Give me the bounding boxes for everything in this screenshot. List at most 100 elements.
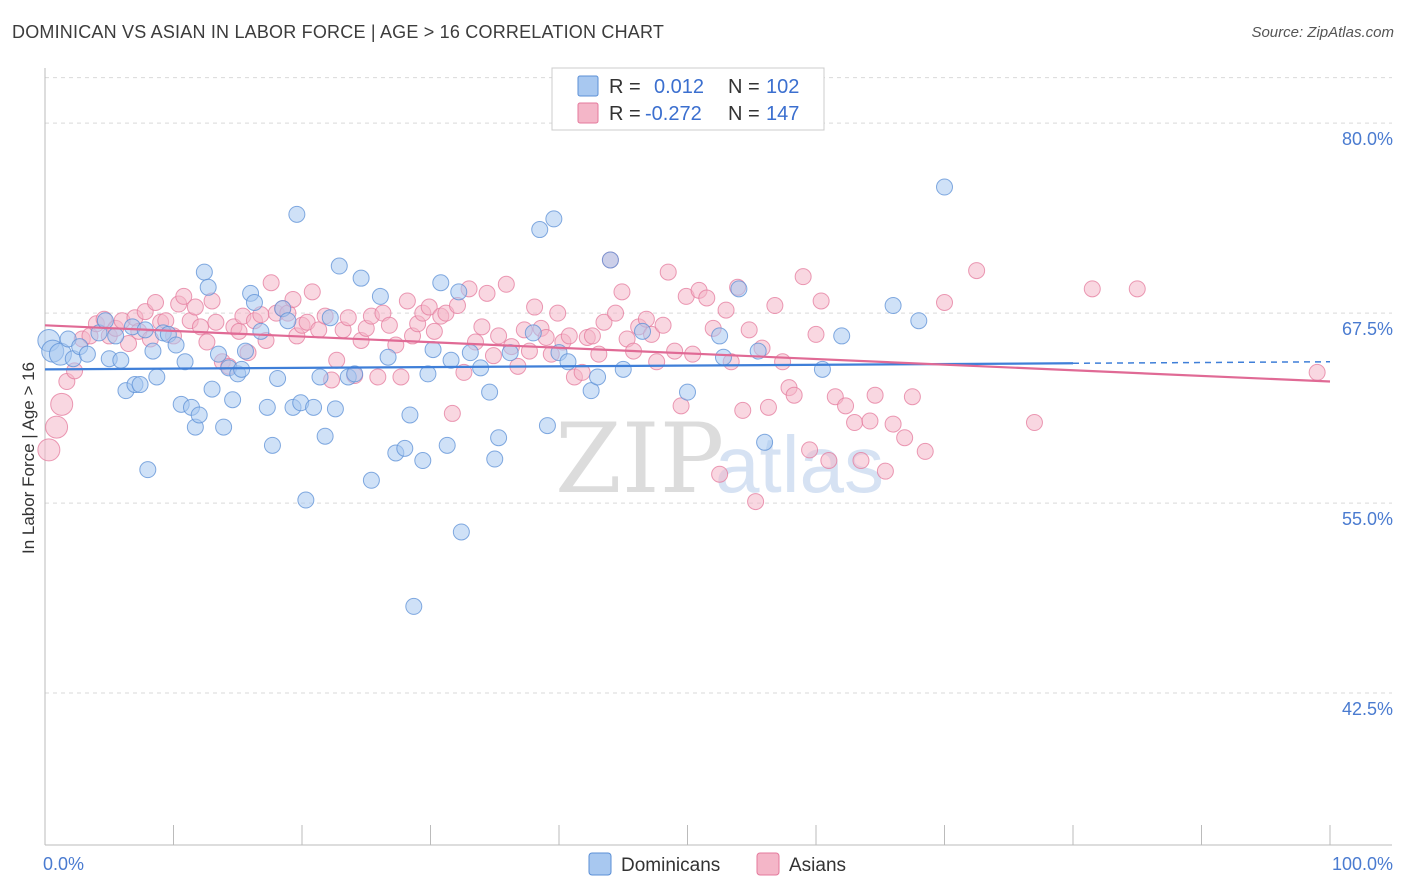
asians-point [698,289,716,307]
asians-point [198,333,216,351]
dominicans-point [730,280,748,298]
dominicans-point [195,263,213,281]
dominicans-point [524,324,542,342]
dominicans-point [78,345,96,363]
y-tick-label: 42.5% [1342,699,1393,719]
dominicans-point [297,491,315,509]
asians-point [473,318,491,336]
dominicans-point [711,327,729,345]
dominicans-point [379,348,397,366]
dominicans-point [269,369,287,387]
dominicans-point [601,251,619,269]
legend: R = 0.012 N = 102 R = -0.272 N = 147 [551,67,825,131]
asians-point [759,398,777,416]
dominicans-point [215,418,233,436]
asians-point [807,325,825,343]
y-tick-labels: 42.5% 55.0% 67.5% 80.0% [1342,129,1393,719]
asians-point [711,465,729,483]
legend-r-value: -0.272 [645,103,702,125]
asians-point [1025,414,1043,432]
chart-title: DOMINICAN VS ASIAN IN LABOR FORCE | AGE … [12,22,665,42]
y-tick-label: 55.0% [1342,509,1393,529]
asians-point [37,438,61,462]
asians-point [837,397,855,415]
dominicans-point [144,342,162,360]
asians-point [846,414,864,432]
asians-point [672,397,690,415]
dominicans-point [199,278,217,296]
asians-point [1083,280,1101,298]
asians-point [747,493,765,511]
asians-point [420,298,438,316]
asians-point [766,297,784,315]
legend-r-label: R = [609,76,641,98]
asians-point [573,363,591,381]
dominicans-point [190,406,208,424]
dominicans-point [279,312,297,330]
dominicans-point [224,391,242,409]
x-tick-label: 0.0% [43,854,84,874]
asians-point [455,363,473,381]
y-tick-label: 67.5% [1342,319,1393,339]
dominicans-point [326,400,344,418]
asians-point [175,287,193,305]
dominicans-point [131,376,149,394]
dominicans-point [139,461,157,479]
dominicans-point [884,297,902,315]
dominicans-point [321,309,339,327]
asians-point [207,313,225,331]
grid [45,77,1392,694]
dominicans-point [316,427,334,445]
asians-point [262,274,280,292]
asians-point [717,301,735,319]
dominicans-point [305,398,323,416]
dominicans-point [614,360,632,378]
dominicans-points [37,178,953,615]
dominicans-point [714,348,732,366]
dominicans-point [545,210,563,228]
dominicans-point [414,452,432,470]
asians-point [526,298,544,316]
dominicans-point [236,342,254,360]
dominicans-point [258,398,276,416]
asians-point [812,292,830,310]
asians-point [794,268,812,286]
dominicans-trend-line [44,362,1074,371]
dominicans-point [424,341,442,359]
asians-point [1128,280,1146,298]
dominicans-point [634,322,652,340]
asians-point [392,368,410,386]
dominicans-point [432,274,450,292]
dominicans-point [176,353,194,371]
asians-point [45,415,69,439]
legend-n-value: 147 [766,103,799,125]
dominicans-point [910,312,928,330]
asians-point [339,309,357,327]
asians-point [666,342,684,360]
dominicans-point [288,205,306,223]
dominicans-point [679,383,696,401]
dominicans-point [749,342,767,360]
asians-point [549,304,567,322]
legend-n-value: 102 [766,76,799,98]
asians-point [443,404,461,422]
dominicans-point [148,368,166,386]
asians-point [654,316,672,334]
dominicans-point [461,344,479,362]
trend-lines [44,324,1331,383]
dominicans-point [833,327,851,345]
legend-r-value: 0.012 [654,76,704,98]
dominicans-point [486,450,504,468]
dominicans-point [438,436,456,454]
asians-point [328,351,346,369]
bottom-legend: Dominicans Asians [588,852,846,876]
dominicans-point [582,382,600,400]
bottom-legend-swatch-dominicans [588,852,612,876]
dominicans-point [490,429,508,447]
dominicans-point [442,351,460,369]
asians-point [147,294,165,311]
chart-source: Source: ZipAtlas.com [1251,24,1394,41]
asians-point [903,388,921,406]
asians-point [595,313,613,331]
asians-point [497,275,515,293]
